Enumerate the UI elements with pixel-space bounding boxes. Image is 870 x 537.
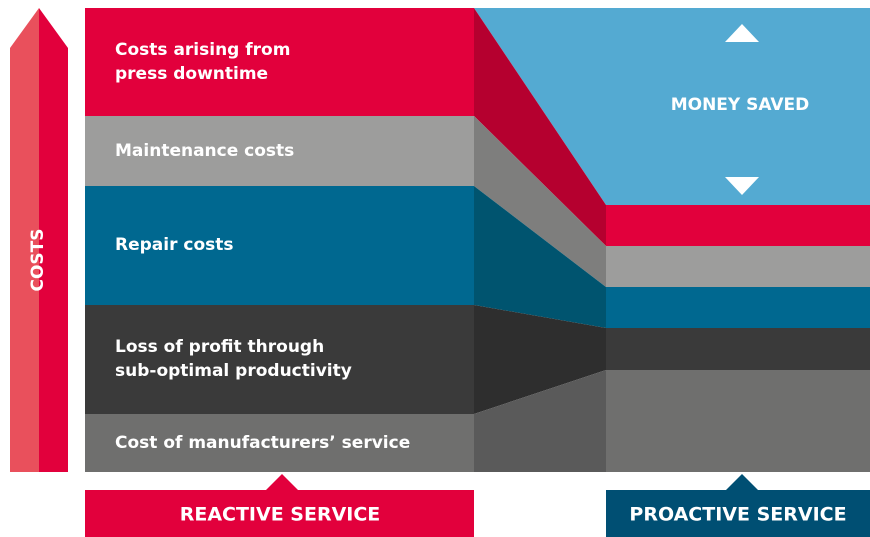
reactive-label: REACTIVE SERVICE — [180, 504, 381, 526]
layer-block — [606, 370, 870, 472]
arrow-left-half — [10, 8, 39, 472]
layer-transition — [474, 305, 606, 414]
layer-block — [606, 246, 870, 287]
layer-transition — [474, 8, 606, 246]
layer-label: Repair costs — [115, 235, 234, 255]
layer-label: Costs arising from — [115, 40, 290, 60]
proactive-triangle — [726, 474, 758, 490]
proactive-bar — [606, 490, 870, 537]
layer-transition — [474, 370, 606, 472]
reactive-triangle — [266, 474, 298, 490]
layer-transition — [474, 186, 606, 328]
layer-label: Loss of profit through — [115, 337, 324, 357]
layer-block — [85, 186, 474, 305]
layer-block — [606, 328, 870, 370]
layer-block — [606, 287, 870, 328]
layer-label: sub-optimal productivity — [115, 361, 352, 381]
layer-label: Maintenance costs — [115, 141, 294, 161]
layer-block — [85, 305, 474, 414]
reactive-bar — [85, 490, 474, 537]
layer-block — [606, 205, 870, 246]
down-triangle — [725, 177, 759, 195]
layer-block — [85, 8, 474, 116]
layer-labels: Costs arising from press downtime Maintena… — [115, 40, 410, 453]
money-saved-label: MONEY SAVED — [671, 95, 810, 115]
layer-transition — [474, 116, 606, 287]
up-triangle — [725, 24, 759, 42]
layer-block — [85, 414, 474, 472]
axis-label: COSTS — [28, 228, 48, 291]
layer-label: press downtime — [115, 64, 268, 84]
layer-label: Cost of manufacturers’ service — [115, 433, 410, 453]
arrow-right-half — [39, 8, 68, 472]
proactive-label: PROACTIVE SERVICE — [629, 504, 846, 526]
layer-block — [85, 116, 474, 186]
